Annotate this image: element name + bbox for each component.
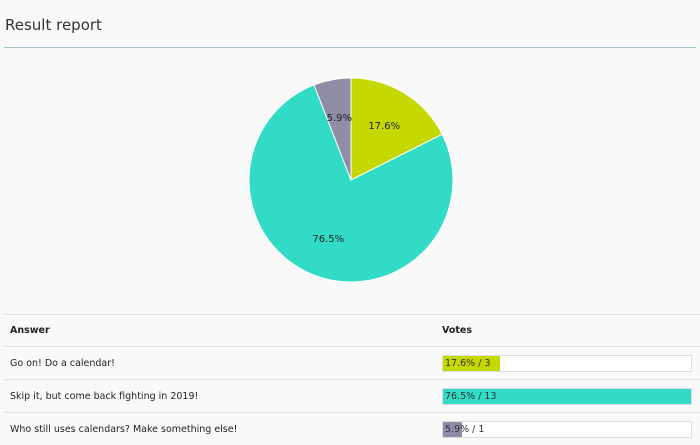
vote-label: 76.5% / 13	[443, 389, 691, 404]
votes-cell: 5.9% / 1	[436, 413, 700, 445]
votes-cell: 17.6% / 3	[436, 347, 700, 380]
answer-cell: Skip it, but come back fighting in 2019!	[4, 380, 436, 413]
slice-label: 5.9%	[327, 113, 352, 124]
vote-bar: 5.9% / 1	[442, 421, 692, 438]
results-table: Answer Votes Go on! Do a calendar! 17.6%…	[4, 314, 700, 445]
table-header: Answer Votes	[4, 315, 700, 347]
page-title: Result report	[5, 16, 102, 34]
vote-label: 5.9% / 1	[443, 422, 691, 437]
vote-label: 17.6% / 3	[443, 356, 691, 371]
answer-cell: Go on! Do a calendar!	[4, 347, 436, 380]
table-row: Skip it, but come back fighting in 2019!…	[4, 380, 700, 413]
answer-header: Answer	[4, 315, 436, 347]
vote-bar: 76.5% / 13	[442, 388, 692, 405]
slice-label: 17.6%	[368, 121, 400, 132]
table-row: Who still uses calendars? Make something…	[4, 413, 700, 445]
answer-cell: Who still uses calendars? Make something…	[4, 413, 436, 445]
title-divider	[4, 47, 696, 48]
slice-label: 76.5%	[312, 234, 344, 245]
pie-chart: 17.6% 76.5% 5.9%	[0, 60, 700, 310]
table-row: Go on! Do a calendar! 17.6% / 3	[4, 347, 700, 380]
vote-bar: 17.6% / 3	[442, 355, 692, 372]
votes-header: Votes	[436, 315, 700, 347]
votes-cell: 76.5% / 13	[436, 380, 700, 413]
